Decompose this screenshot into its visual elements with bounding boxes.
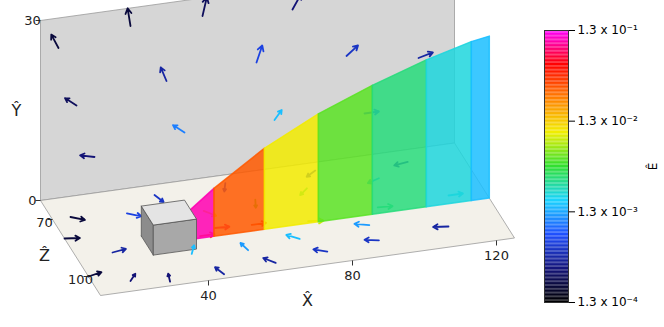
- svg-text:X̂: X̂: [302, 291, 313, 310]
- svg-text:1.3 x 10⁻³: 1.3 x 10⁻³: [578, 205, 638, 219]
- svg-text:120: 120: [484, 248, 509, 263]
- svg-text:1.3 x 10⁻²: 1.3 x 10⁻²: [578, 114, 638, 128]
- svg-text:Ê: Ê: [645, 163, 660, 171]
- svg-text:80: 80: [344, 268, 361, 283]
- svg-text:1.3 x 10⁻¹: 1.3 x 10⁻¹: [578, 23, 638, 37]
- svg-text:100: 100: [68, 272, 93, 287]
- svg-text:Ẑ: Ẑ: [39, 246, 50, 265]
- svg-text:0: 0: [28, 193, 36, 208]
- svg-text:1.3 x 10⁻⁴: 1.3 x 10⁻⁴: [578, 295, 638, 309]
- svg-text:30: 30: [24, 13, 41, 28]
- svg-text:70: 70: [36, 215, 53, 230]
- svg-text:Ŷ: Ŷ: [11, 101, 22, 120]
- svg-text:40: 40: [200, 288, 217, 303]
